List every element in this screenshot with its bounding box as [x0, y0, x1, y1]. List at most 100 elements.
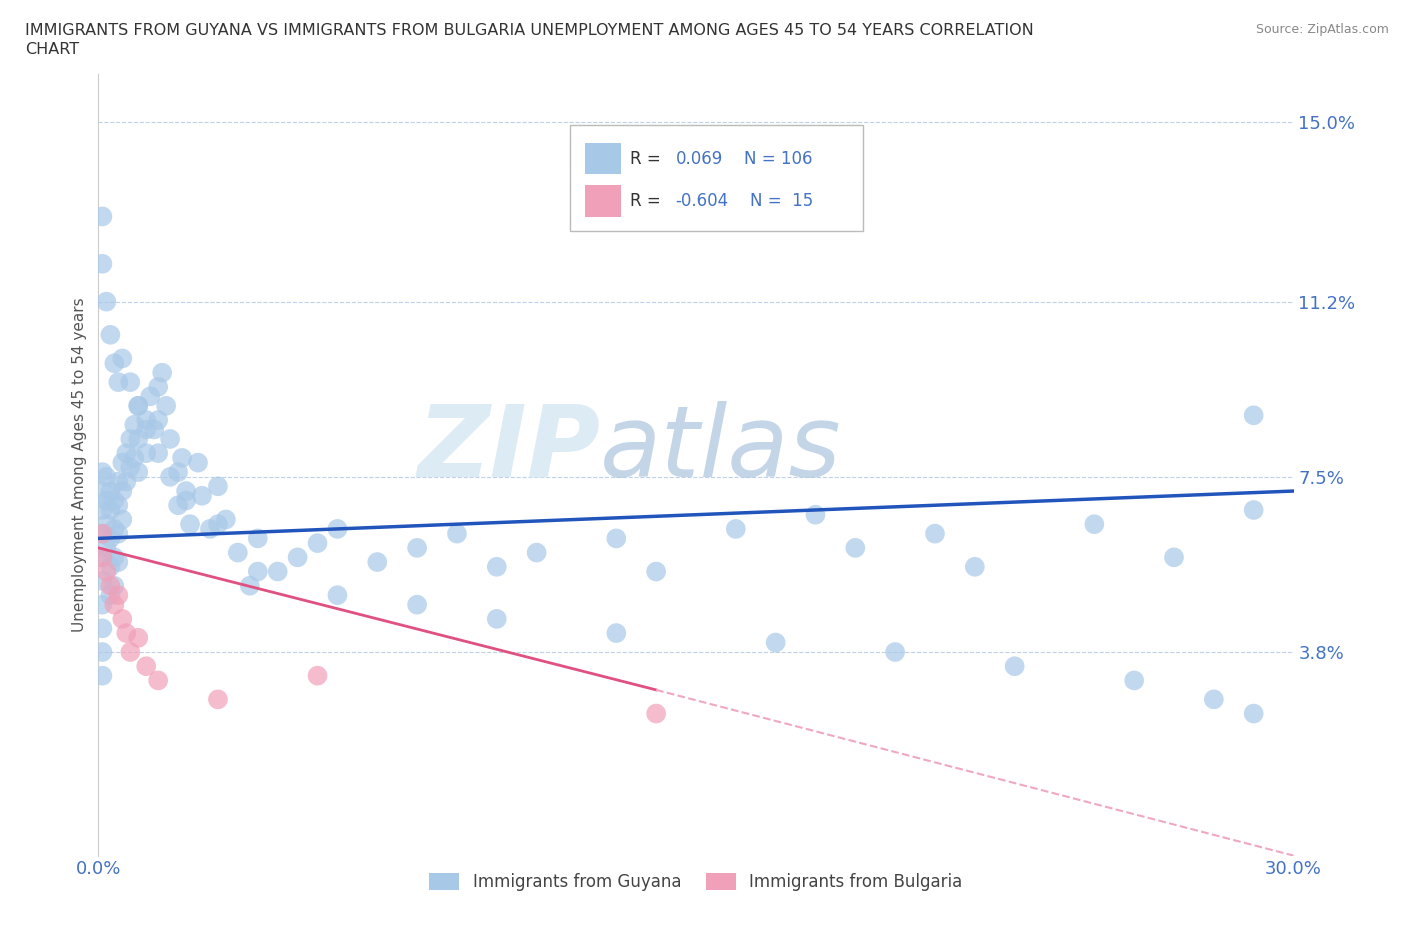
Point — [98, 578, 122, 593]
Bar — [585, 143, 620, 175]
Point — [1083, 517, 1105, 532]
Point — [605, 626, 627, 641]
Point — [1243, 408, 1265, 423]
Point — [103, 550, 125, 565]
Point — [91, 257, 114, 272]
Point — [143, 422, 166, 437]
Text: Source: ZipAtlas.com: Source: ZipAtlas.com — [1256, 23, 1389, 36]
Point — [98, 484, 122, 498]
Point — [207, 479, 229, 494]
Point — [485, 559, 508, 574]
Point — [406, 597, 429, 612]
Point — [174, 484, 197, 498]
Point — [127, 631, 149, 645]
Point — [91, 574, 114, 589]
Point — [98, 559, 122, 574]
Point — [844, 540, 866, 555]
Point — [287, 550, 309, 565]
Text: 0.069: 0.069 — [676, 150, 723, 167]
Point — [1202, 692, 1225, 707]
Point — [884, 644, 907, 659]
Point — [159, 470, 181, 485]
Point — [174, 493, 197, 508]
Text: ZIP: ZIP — [418, 401, 600, 498]
Point — [124, 450, 146, 465]
Point — [135, 445, 157, 460]
Text: atlas: atlas — [600, 401, 842, 498]
Point — [207, 517, 229, 532]
Point — [924, 526, 946, 541]
Point — [103, 522, 125, 537]
Point — [326, 588, 349, 603]
Point — [179, 517, 201, 532]
Point — [107, 375, 129, 390]
Legend: Immigrants from Guyana, Immigrants from Bulgaria: Immigrants from Guyana, Immigrants from … — [423, 867, 969, 898]
Point — [1123, 673, 1146, 688]
Text: N = 106: N = 106 — [744, 150, 813, 167]
Point — [135, 413, 157, 428]
Point — [96, 470, 118, 485]
Point — [91, 597, 114, 612]
Point — [724, 522, 747, 537]
Point — [98, 531, 122, 546]
Point — [1243, 706, 1265, 721]
Point — [148, 379, 170, 394]
Point — [135, 658, 157, 673]
Point — [91, 526, 114, 541]
Bar — [585, 185, 620, 217]
Point — [98, 502, 122, 517]
Point — [124, 418, 146, 432]
Text: R =: R = — [630, 150, 666, 167]
Point — [103, 493, 125, 508]
Point — [120, 375, 142, 390]
Point — [127, 432, 149, 446]
Point — [120, 460, 142, 475]
Point — [127, 398, 149, 413]
Point — [91, 621, 114, 636]
Point — [91, 550, 114, 565]
Point — [1163, 550, 1185, 565]
Point — [107, 498, 129, 512]
Point — [804, 507, 827, 522]
Point — [111, 512, 134, 527]
Point — [155, 398, 177, 413]
Point — [246, 531, 269, 546]
Point — [198, 522, 221, 537]
Point — [239, 578, 262, 593]
Point — [115, 626, 138, 641]
Point — [148, 413, 170, 428]
Point — [267, 565, 290, 579]
Point — [103, 597, 125, 612]
Point — [127, 465, 149, 480]
Point — [645, 565, 668, 579]
Point — [96, 540, 118, 555]
Point — [215, 512, 238, 527]
Point — [246, 565, 269, 579]
Point — [115, 474, 138, 489]
Point — [167, 498, 190, 512]
Point — [91, 484, 114, 498]
Point — [120, 432, 142, 446]
Point — [605, 531, 627, 546]
Point — [366, 554, 388, 569]
Point — [91, 526, 114, 541]
Point — [645, 706, 668, 721]
Text: IMMIGRANTS FROM GUYANA VS IMMIGRANTS FROM BULGARIA UNEMPLOYMENT AMONG AGES 45 TO: IMMIGRANTS FROM GUYANA VS IMMIGRANTS FRO… — [25, 23, 1033, 38]
Point — [135, 422, 157, 437]
Point — [107, 474, 129, 489]
Point — [159, 432, 181, 446]
Point — [172, 450, 194, 465]
Point — [107, 526, 129, 541]
Point — [307, 536, 329, 551]
Point — [96, 493, 118, 508]
Point — [1004, 658, 1026, 673]
Point — [446, 526, 468, 541]
Point — [485, 611, 508, 626]
Point — [1243, 502, 1265, 517]
Text: -0.604: -0.604 — [676, 192, 728, 210]
Point — [103, 578, 125, 593]
Point — [148, 445, 170, 460]
Point — [96, 565, 118, 579]
Text: CHART: CHART — [25, 42, 79, 57]
Point — [98, 327, 122, 342]
